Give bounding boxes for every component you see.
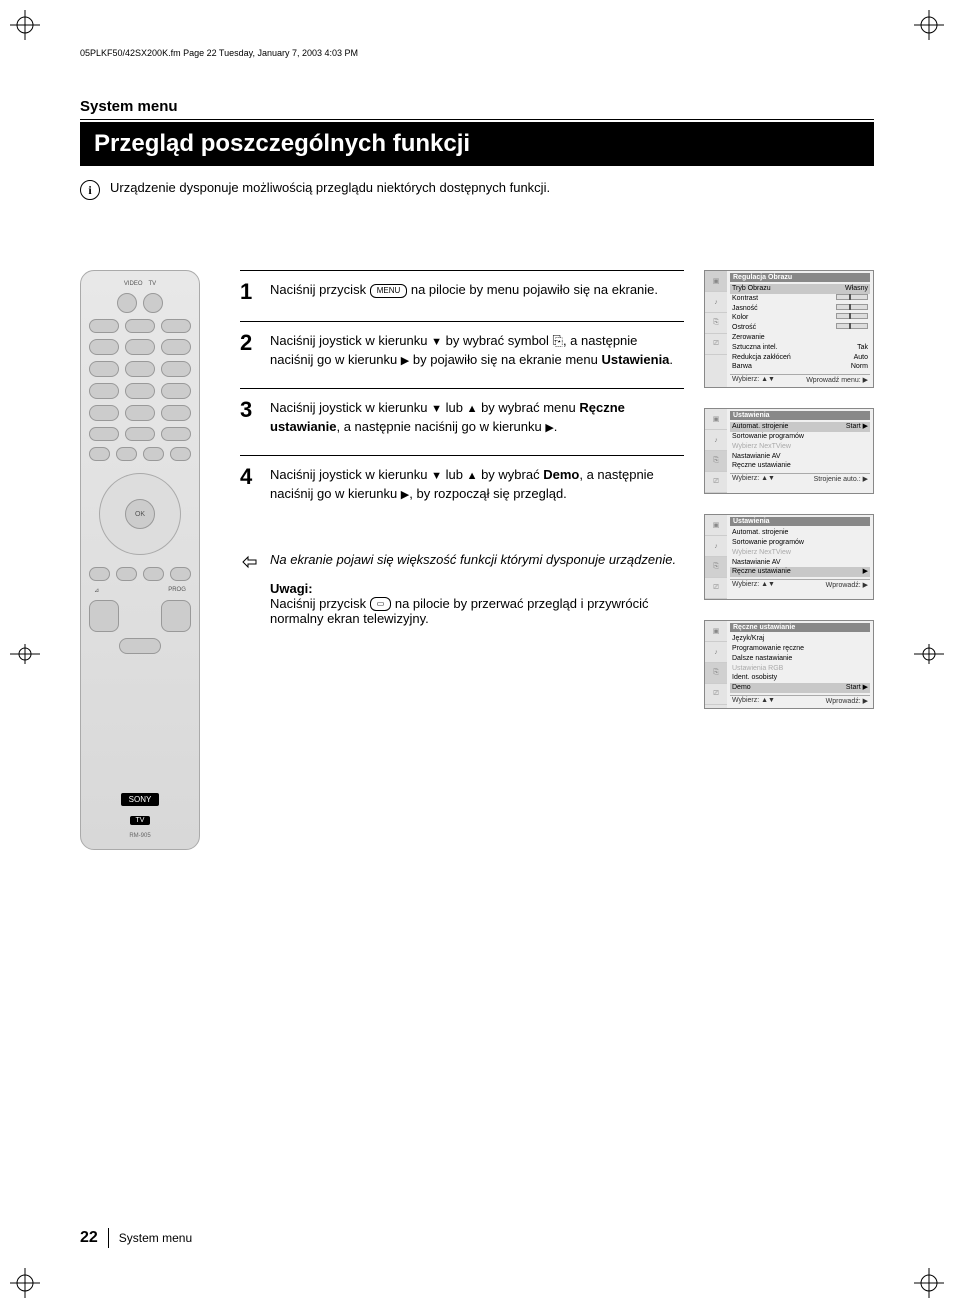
crop-mark — [10, 10, 40, 40]
osd-regulacja-obrazu: ▣♪⎘⎚ Regulacja ObrazuTryb ObrazuWłasnyKo… — [704, 270, 874, 388]
osd-reczne-ustawianie: ▣♪⎘⎚ Ręczne ustawianieJęzyk/KrajProgramo… — [704, 620, 874, 709]
intro-text: Urządzenie dysponuje możliwością przeglą… — [110, 180, 550, 195]
crop-mark — [914, 10, 944, 40]
section-label: System menu — [80, 98, 874, 120]
menu-button-icon: MENU — [370, 284, 408, 298]
step-4: 4 Naciśnij joystick w kierunku ▼ lub ▲ b… — [240, 455, 684, 522]
osd-ustawienia-2: ▣♪⎘⎚ UstawieniaAutomat. strojenieSortowa… — [704, 514, 874, 600]
step-1: 1 Naciśnij przycisk MENU na pilocie by m… — [240, 270, 684, 321]
note-block: Na ekranie pojawi się większość funkcji … — [240, 552, 684, 627]
exit-button-icon: ▭ — [370, 597, 392, 611]
crop-mark — [10, 1268, 40, 1298]
crop-mark — [914, 1268, 944, 1298]
crop-mark — [914, 639, 944, 669]
crop-mark — [10, 639, 40, 669]
step-2: 2 Naciśnij joystick w kierunku ▼ by wybr… — [240, 321, 684, 388]
page-footer: 22 System menu — [80, 1228, 192, 1248]
header-path: 05PLKF50/42SX200K.fm Page 22 Tuesday, Ja… — [80, 48, 874, 58]
osd-ustawienia-1: ▣♪⎘⎚ UstawieniaAutomat. strojenieStart ▶… — [704, 408, 874, 494]
remote-illustration: VIDEOTV OK ⊿PROG SONY TV RM-905 — [80, 270, 200, 850]
info-icon: i — [80, 180, 100, 200]
hand-icon — [240, 552, 260, 627]
page-title: Przegląd poszczególnych funkcji — [80, 122, 874, 166]
step-3: 3 Naciśnij joystick w kierunku ▼ lub ▲ b… — [240, 388, 684, 455]
